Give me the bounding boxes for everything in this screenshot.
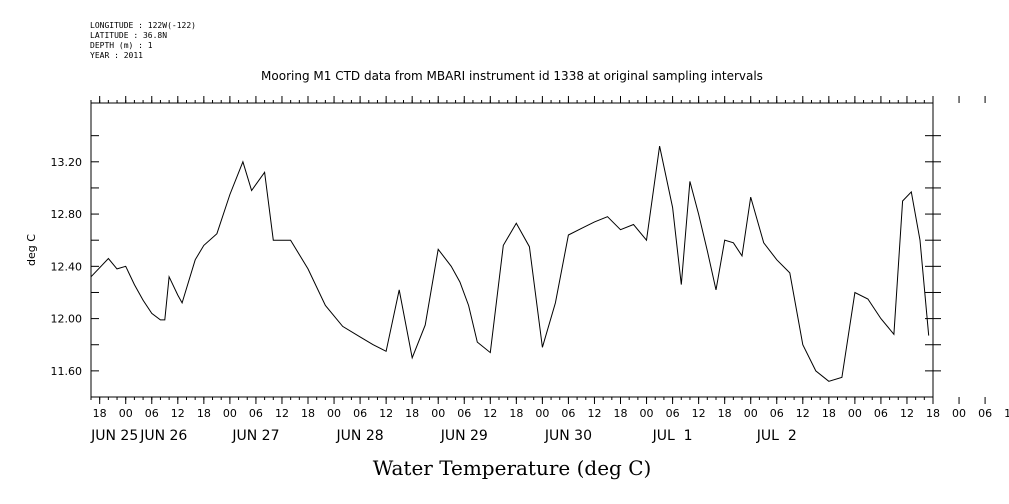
x-tick-label: 00 xyxy=(640,407,654,420)
x-tick-label: 18 xyxy=(405,407,419,420)
axes-group: 18 00 06 12 18 00 06 12 18 00 06 12 18 00 06 12 18 00 06 12… xyxy=(51,96,1009,444)
x-tick-label: 00 xyxy=(223,407,237,420)
y-axis-label: deg C xyxy=(25,234,38,266)
x-tick-label: 00 xyxy=(431,407,445,420)
x-tick-label: 00 xyxy=(327,407,341,420)
x-tick-label: 12 xyxy=(483,407,497,420)
x-tick-label: 06 xyxy=(666,407,680,420)
x-tick-label: 18 xyxy=(614,407,628,420)
y-tick-label: 12.40 xyxy=(51,260,83,273)
x-tick-label: 06 xyxy=(770,407,784,420)
x-tick-label: 12 xyxy=(796,407,810,420)
x-tick-label: 00 xyxy=(952,407,966,420)
x-tick-label: 00 xyxy=(119,407,133,420)
x-tick-label: 00 xyxy=(848,407,862,420)
x-tick-label: 12 xyxy=(692,407,706,420)
x-tick-label: 06 xyxy=(145,407,159,420)
x-tick-label: 18 xyxy=(718,407,732,420)
x-day-label: JUL 1 xyxy=(652,428,693,444)
x-tick-label: 18 xyxy=(93,407,107,420)
x-day-label: JUN 27 xyxy=(231,428,279,444)
x-tick-label: 06 xyxy=(978,407,992,420)
meta-longitude: LONGITUDE : 122W(-122) xyxy=(90,21,196,30)
temperature-line xyxy=(90,145,930,382)
x-day-label: JUN 28 xyxy=(336,428,384,444)
x-tick-label: 00 xyxy=(744,407,758,420)
x-tick-label: 18 xyxy=(509,407,523,420)
meta-depth: DEPTH (m) : 1 xyxy=(90,41,153,50)
x-tick-label: 12 xyxy=(1004,407,1009,420)
y-tick-label: 13.20 xyxy=(51,156,83,169)
meta-year: YEAR : 2011 xyxy=(90,51,143,60)
plot-frame xyxy=(90,102,934,398)
metadata-block: LONGITUDE : 122W(-122) LATITUDE : 36.8N … xyxy=(90,21,196,61)
x-tick-label: 06 xyxy=(874,407,888,420)
x-day-label: JUL 2 xyxy=(756,428,797,444)
data-series xyxy=(90,145,930,382)
x-axis-label: Water Temperature (deg C) xyxy=(373,456,652,480)
y-tick-label: 11.60 xyxy=(51,365,83,378)
meta-latitude: LATITUDE : 36.8N xyxy=(90,31,168,40)
x-tick-label: 12 xyxy=(900,407,914,420)
x-tick-label: 00 xyxy=(535,407,549,420)
y-tick-label: 12.00 xyxy=(51,313,83,326)
x-day-label: JUN 30 xyxy=(544,428,592,444)
chart-title: Mooring M1 CTD data from MBARI instrumen… xyxy=(261,69,763,83)
x-tick-label: 18 xyxy=(822,407,836,420)
x-tick-label: 18 xyxy=(926,407,940,420)
y-tick-label: 12.80 xyxy=(51,208,83,221)
x-tick-label: 18 xyxy=(197,407,211,420)
x-day-label: JUN 29 xyxy=(440,428,488,444)
x-tick-label: 06 xyxy=(249,407,263,420)
x-day-label: JUN 25 xyxy=(90,428,138,444)
x-tick-label: 06 xyxy=(457,407,471,420)
x-tick-label: 06 xyxy=(561,407,575,420)
x-tick-label: 12 xyxy=(587,407,601,420)
x-tick-label: 18 xyxy=(301,407,315,420)
x-day-label: JUN 26 xyxy=(139,428,187,444)
x-tick-label: 06 xyxy=(353,407,367,420)
x-tick-label: 12 xyxy=(171,407,185,420)
x-tick-label: 12 xyxy=(275,407,289,420)
x-tick-label: 12 xyxy=(379,407,393,420)
